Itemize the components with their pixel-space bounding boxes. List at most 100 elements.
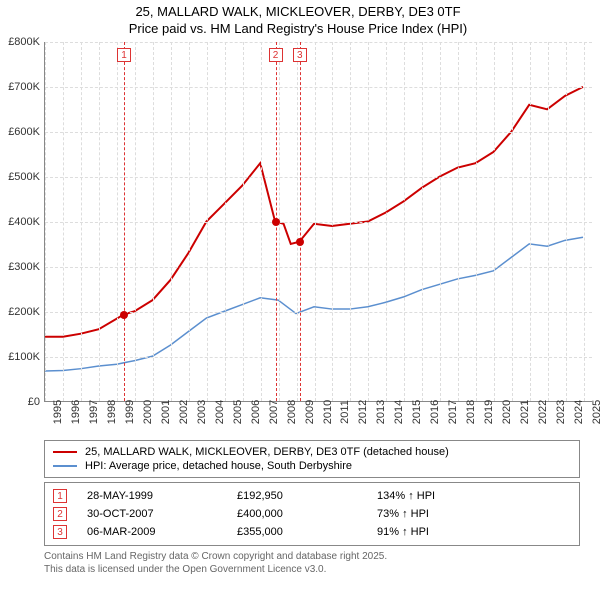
x-axis-label: 2002 (170, 400, 190, 424)
gridline-v (261, 42, 262, 401)
footer-line2: This data is licensed under the Open Gov… (44, 564, 326, 575)
gridline-v (297, 42, 298, 401)
gridline-h (45, 357, 592, 358)
gridline-h (45, 42, 592, 43)
x-axis-label: 2007 (260, 400, 280, 424)
sale-marker-line (300, 42, 301, 401)
gridline-h (45, 87, 592, 88)
gridline-v (494, 42, 495, 401)
sale-row: 1 28-MAY-1999£192,950134% ↑ HPI (53, 487, 571, 505)
x-axis-label: 1997 (80, 400, 100, 424)
gridline-v (350, 42, 351, 401)
gridline-v (512, 42, 513, 401)
chart-container: 25, MALLARD WALK, MICKLEOVER, DERBY, DE3… (0, 0, 600, 590)
y-axis-label: £600K (2, 126, 40, 138)
gridline-v (458, 42, 459, 401)
legend-row: 25, MALLARD WALK, MICKLEOVER, DERBY, DE3… (53, 445, 571, 459)
gridline-v (530, 42, 531, 401)
sale-number-box: 1 (53, 489, 67, 503)
y-axis-label: £0 (2, 396, 40, 408)
gridline-h (45, 177, 592, 178)
sale-row: 3 06-MAR-2009£355,00091% ↑ HPI (53, 523, 571, 541)
sale-hpi: 73% ↑ HPI (377, 508, 571, 520)
y-axis-label: £300K (2, 261, 40, 273)
plot-area: 1 23 (44, 42, 592, 402)
gridline-v (440, 42, 441, 401)
gridline-v (189, 42, 190, 401)
sale-date: 30-OCT-2007 (87, 508, 237, 520)
sale-price: £355,000 (237, 526, 377, 538)
sale-number-box: 2 (53, 507, 67, 521)
sale-marker-box: 3 (293, 48, 307, 62)
gridline-v (332, 42, 333, 401)
gridline-v (225, 42, 226, 401)
sales-table: 1 28-MAY-1999£192,950134% ↑ HPI 2 30-OCT-20… (44, 482, 580, 546)
gridline-v (63, 42, 64, 401)
sale-hpi: 134% ↑ HPI (377, 490, 571, 502)
gridline-v (99, 42, 100, 401)
chart-title: 25, MALLARD WALK, MICKLEOVER, DERBY, DE3… (4, 4, 592, 38)
x-axis-label: 2025 (583, 400, 600, 424)
gridline-v (81, 42, 82, 401)
gridline-v (386, 42, 387, 401)
x-axis-label: 2001 (152, 400, 172, 424)
sale-number-box: 3 (53, 525, 67, 539)
title-line1: 25, MALLARD WALK, MICKLEOVER, DERBY, DE3… (135, 4, 460, 19)
gridline-v (368, 42, 369, 401)
gridline-v (243, 42, 244, 401)
gridline-v (153, 42, 154, 401)
footer: Contains HM Land Registry data © Crown c… (44, 550, 580, 576)
y-axis-label: £500K (2, 171, 40, 183)
gridline-v (548, 42, 549, 401)
y-axis-label: £800K (2, 36, 40, 48)
legend-label: 25, MALLARD WALK, MICKLEOVER, DERBY, DE3… (85, 446, 449, 458)
sale-hpi: 91% ↑ HPI (377, 526, 571, 538)
sale-dot (296, 238, 304, 246)
y-axis-label: £200K (2, 306, 40, 318)
gridline-v (584, 42, 585, 401)
sale-dot (272, 218, 280, 226)
y-axis-label: £700K (2, 81, 40, 93)
sale-date: 06-MAR-2009 (87, 526, 237, 538)
gridline-v (45, 42, 46, 401)
gridline-v (476, 42, 477, 401)
x-axis-label: 2003 (188, 400, 208, 424)
x-axis-label: 2005 (224, 400, 244, 424)
gridline-h (45, 132, 592, 133)
sale-row: 2 30-OCT-2007£400,00073% ↑ HPI (53, 505, 571, 523)
x-axis-label: 1995 (44, 400, 64, 424)
x-axis-label: 2000 (134, 400, 154, 424)
gridline-v (315, 42, 316, 401)
legend: 25, MALLARD WALK, MICKLEOVER, DERBY, DE3… (44, 440, 580, 478)
sale-dot (120, 311, 128, 319)
gridline-h (45, 222, 592, 223)
y-axis-label: £100K (2, 351, 40, 363)
chart-area: 1 23 £0 £100K £200K £300K £400K £500K £600K £700… (4, 42, 592, 432)
y-axis-label: £400K (2, 216, 40, 228)
gridline-h (45, 267, 592, 268)
sale-marker-box: 1 (117, 48, 131, 62)
legend-swatch (53, 451, 77, 453)
sale-marker-line (124, 42, 125, 401)
gridline-v (207, 42, 208, 401)
gridline-v (135, 42, 136, 401)
legend-row: HPI: Average price, detached house, Sout… (53, 459, 571, 473)
x-axis-label: 2006 (242, 400, 262, 424)
sale-marker-box: 2 (269, 48, 283, 62)
x-axis-label: 2008 (278, 400, 298, 424)
gridline-v (171, 42, 172, 401)
x-axis-label: 2004 (206, 400, 226, 424)
legend-swatch (53, 465, 77, 467)
legend-label: HPI: Average price, detached house, Sout… (85, 460, 352, 472)
gridline-v (422, 42, 423, 401)
sale-date: 28-MAY-1999 (87, 490, 237, 502)
x-axis-label: 1998 (98, 400, 118, 424)
gridline-v (566, 42, 567, 401)
x-axis-label: 1996 (62, 400, 82, 424)
x-axis-label: 2009 (296, 400, 316, 424)
gridline-v (117, 42, 118, 401)
sale-price: £400,000 (237, 508, 377, 520)
x-axis-label: 1999 (116, 400, 136, 424)
sale-price: £192,950 (237, 490, 377, 502)
title-line2: Price paid vs. HM Land Registry's House … (129, 21, 467, 36)
